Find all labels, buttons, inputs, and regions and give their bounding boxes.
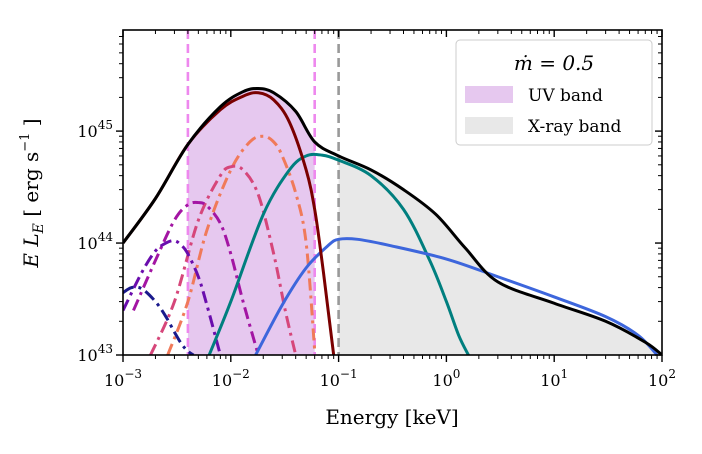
x-tick-label: 10−1	[320, 367, 358, 390]
legend-label-uv: UV band	[528, 86, 603, 106]
plot-frame	[122, 29, 663, 356]
series-line-blue	[254, 237, 659, 355]
legend-label-xray: X-ray band	[528, 117, 621, 137]
series-line-purple	[132, 200, 260, 355]
series-line-violet	[123, 239, 222, 355]
y-axis-label: E LE [ erg s−1 ]	[18, 118, 47, 268]
svg-text:E LE [ erg s−1 ]: E LE [ erg s−1 ]	[18, 118, 47, 268]
x-tick-label: 102	[648, 367, 676, 390]
x-tick-label: 10−3	[104, 367, 142, 390]
series-line-total	[123, 86, 662, 355]
x-tick-label: 10−2	[212, 367, 250, 390]
x-axis-label: Energy [keV]	[325, 405, 458, 429]
band-fill-xray	[338, 155, 662, 355]
band-fill-uv	[187, 88, 315, 355]
series-layer	[123, 86, 662, 355]
series-line-teal	[207, 152, 470, 355]
series-line-navy	[123, 285, 195, 355]
series-line-pink	[149, 164, 298, 355]
y-tick-label: 1044	[77, 230, 113, 253]
legend: ṁ = 0.5 UV band X-ray band	[455, 39, 653, 146]
x-tick-label: 100	[432, 367, 460, 390]
legend-swatch-uv	[465, 86, 513, 103]
ticks-layer: 10−3 10−2 10−1 100 101 102 1043 1044 1045	[77, 30, 676, 390]
bands-layer	[187, 88, 662, 355]
y-tick-label: 1045	[77, 118, 113, 141]
legend-title: ṁ = 0.5	[514, 51, 594, 75]
y-tick-label: 1043	[77, 342, 113, 365]
series-line-coral	[166, 134, 317, 355]
x-tick-label: 101	[540, 367, 568, 390]
legend-swatch-xray	[465, 117, 513, 134]
